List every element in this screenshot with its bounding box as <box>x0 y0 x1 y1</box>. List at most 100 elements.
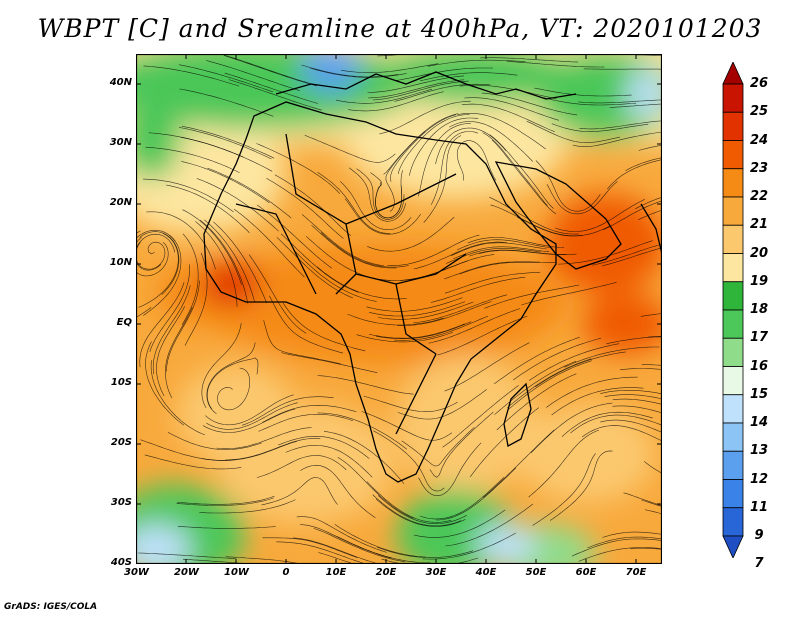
streamline <box>261 477 338 506</box>
colorbar-swatch <box>722 111 744 141</box>
streamline <box>444 271 541 294</box>
streamline <box>451 242 547 256</box>
streamline <box>361 411 453 441</box>
lat-tick-label: 20N <box>109 197 132 208</box>
streamline <box>480 57 579 63</box>
streamline <box>643 461 662 474</box>
grads-credit: GrADS: IGES/COLA <box>4 602 98 612</box>
streamline <box>266 178 344 239</box>
streamline <box>394 83 491 102</box>
streamline <box>182 558 255 564</box>
streamline <box>178 127 272 160</box>
streamline <box>206 342 256 415</box>
streamline <box>228 79 322 111</box>
streamline <box>139 231 180 295</box>
colorbar-swatch <box>722 196 744 226</box>
lon-tick-label: 30E <box>425 567 447 578</box>
streamline <box>205 394 294 426</box>
colorbar-level-label: 14 <box>749 415 769 430</box>
streamline <box>347 313 444 326</box>
lat-tick-label: EQ <box>116 317 132 328</box>
streamline <box>629 547 662 550</box>
streamline <box>379 100 471 135</box>
colorbar-swatch <box>722 224 744 254</box>
streamline <box>145 146 240 173</box>
streamline <box>372 494 462 527</box>
streamline <box>144 454 242 470</box>
streamline <box>496 373 577 431</box>
streamline <box>222 54 316 86</box>
streamline <box>181 233 199 325</box>
coastlines <box>203 71 662 483</box>
streamline <box>469 249 567 257</box>
streamline <box>206 357 259 410</box>
streamline <box>181 125 275 159</box>
streamline <box>285 445 373 478</box>
streamline <box>311 224 397 269</box>
streamline <box>419 477 505 520</box>
map-title: WBPT [C] and Sreamline at 400hPa, VT: 20… <box>37 14 763 43</box>
streamline <box>571 538 662 557</box>
map-panel <box>136 54 662 564</box>
streamline <box>387 234 480 266</box>
streamline <box>225 556 303 564</box>
streamline <box>373 430 445 492</box>
lon-tick-label: 50E <box>525 567 547 578</box>
streamline <box>375 498 466 527</box>
streamline <box>136 236 169 277</box>
streamline <box>262 404 357 423</box>
streamline <box>435 127 507 164</box>
streamline <box>368 79 465 99</box>
streamline <box>418 123 471 197</box>
streamline <box>409 117 479 176</box>
streamline <box>483 429 555 498</box>
streamline <box>356 168 405 220</box>
streamline <box>165 307 193 399</box>
streamline <box>207 167 292 219</box>
streamline <box>401 427 475 467</box>
streamline <box>437 315 528 356</box>
streamline <box>393 315 489 341</box>
streamline <box>578 547 662 562</box>
streamline <box>206 402 298 430</box>
lon-tick-label: 0 <box>282 567 290 578</box>
lat-tick-label: 30N <box>109 137 132 148</box>
colorbar-level-label: 21 <box>749 217 769 233</box>
streamline <box>464 97 559 121</box>
wbpt-field <box>136 54 662 564</box>
lat-tick-label: 30S <box>110 497 132 508</box>
lat-tick-label: 40N <box>109 77 132 88</box>
streamline <box>149 264 191 353</box>
streamline <box>356 332 453 343</box>
streamline <box>204 219 256 303</box>
streamline <box>372 80 469 101</box>
lat-tick-label: 40S <box>110 557 132 568</box>
streamline <box>456 239 553 251</box>
streamline <box>282 302 366 352</box>
streamline <box>206 60 300 91</box>
streamline <box>587 536 662 549</box>
streamline <box>165 184 250 234</box>
streamline <box>413 294 508 324</box>
streamline <box>494 360 577 415</box>
streamline <box>413 509 506 538</box>
streamline <box>263 320 341 365</box>
streamline <box>256 204 333 269</box>
streamline <box>422 532 516 560</box>
streamline <box>143 178 234 213</box>
streamline <box>604 394 662 400</box>
streamline <box>369 323 465 339</box>
streamline <box>601 247 662 267</box>
streamline <box>233 208 305 278</box>
streamline <box>316 266 407 300</box>
streamline <box>638 144 662 151</box>
colorbar-level-label: 9 <box>754 528 764 543</box>
streamline <box>143 65 240 87</box>
lon-tick-label: 20E <box>375 567 397 578</box>
streamline <box>623 492 662 507</box>
streamline <box>152 285 191 375</box>
streamline <box>491 139 557 215</box>
streamline <box>457 113 546 150</box>
streamline <box>489 134 554 209</box>
streamline <box>390 114 456 182</box>
